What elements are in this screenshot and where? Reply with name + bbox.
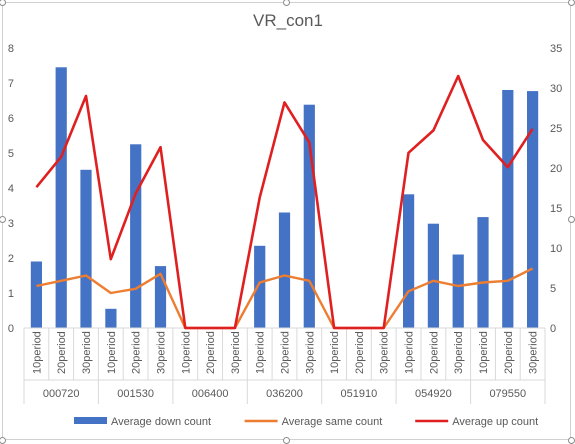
x-period-label: 30period [81,331,93,374]
x-period-label: 30period [156,331,168,374]
bar-down-count-9 [254,245,266,329]
x-period-label: 20period [205,331,217,374]
y-right-tick-label: 0 [550,323,556,335]
bar-down-count-18 [477,217,489,328]
y-right-tick-label: 35 [550,43,562,55]
x-group-label: 036200 [266,388,303,400]
bar-down-count-4 [130,144,142,329]
bar-down-count-11 [303,104,315,328]
x-period-label: 20period [131,331,143,374]
x-group-label: 051910 [341,388,378,400]
y-left-tick-label: 3 [8,218,14,230]
x-period-label: 20period [280,331,292,374]
bar-down-count-19 [502,90,514,328]
x-period-label: 20period [428,331,440,374]
x-period-label: 10period [404,331,416,374]
resize-handle-bottom[interactable] [283,437,290,444]
resize-handle-left[interactable] [0,216,6,223]
resize-handle-top[interactable] [283,0,290,6]
bar-down-count-1 [55,67,67,329]
y-left-tick-label: 1 [8,288,14,300]
legend-label: Average up count [452,416,538,428]
x-period-label: 10period [31,331,43,374]
x-group-label: 054920 [415,388,452,400]
y-right-tick-label: 5 [550,283,556,295]
x-group-label: 006400 [192,388,229,400]
y-left-tick-label: 8 [8,43,14,55]
line-average-up-count [35,74,534,330]
bar-down-count-0 [30,261,42,328]
x-period-label: 30period [304,331,316,374]
x-period-label: 30period [528,331,540,374]
legend-label: Average same count [282,416,383,428]
legend-layer: Average down count Average same count Aver… [74,416,538,428]
bar-down-count-20 [527,91,539,328]
y-left-tick-label: 4 [8,183,14,195]
x-period-label: 30period [453,331,465,374]
y-left-tick-label: 7 [8,78,14,90]
lines-layer [35,74,534,330]
legend-label: Average down count [111,416,211,428]
bar-down-count-10 [278,212,291,328]
y-right-tick-label: 25 [550,123,562,135]
bar-down-count-16 [427,223,439,328]
x-period-label: 10period [478,331,490,374]
bar-down-count-5 [154,266,167,328]
y-left-tick-label: 2 [8,253,14,265]
legend-swatch-average-down-count [74,417,107,424]
x-period-label: 20period [503,331,515,374]
y-right-tick-label: 10 [550,243,562,255]
y-right-tick-label: 20 [550,163,562,175]
y-left-tick-label: 6 [8,113,14,125]
bar-down-count-15 [403,194,415,328]
x-period-label: 10period [180,331,192,374]
x-period-label: 20period [56,331,68,374]
bar-down-count-2 [80,169,92,328]
bar-down-count-3 [105,308,117,329]
resize-handle-bottom-right[interactable] [568,437,575,444]
y-right-tick-label: 30 [550,83,562,95]
x-group-label: 000720 [43,388,80,400]
chart-title: VR_con1 [253,11,323,30]
bar-down-count-17 [452,254,464,328]
x-period-label: 30period [230,331,242,374]
x-period-label: 30period [379,331,391,374]
resize-handle-right[interactable] [568,216,575,223]
x-period-label: 10period [106,331,118,374]
bars-layer [30,67,539,329]
axes-layer [23,327,546,404]
x-period-label: 20period [354,331,366,374]
labels-layer: 0 1 2 3 4 5 6 7 8 0 5 10 15 20 25 30 35 10period 20period 3… [8,43,562,400]
x-period-label: 10period [329,331,341,374]
resize-handle-top-left[interactable] [0,0,6,6]
line-average-same-count [36,267,534,330]
y-left-tick-label: 0 [8,323,14,335]
y-left-tick-label: 5 [8,148,14,160]
y-right-tick-label: 15 [550,203,562,215]
x-period-label: 10period [255,331,267,374]
x-group-label: 001530 [117,388,154,400]
x-group-label: 079550 [489,388,526,400]
